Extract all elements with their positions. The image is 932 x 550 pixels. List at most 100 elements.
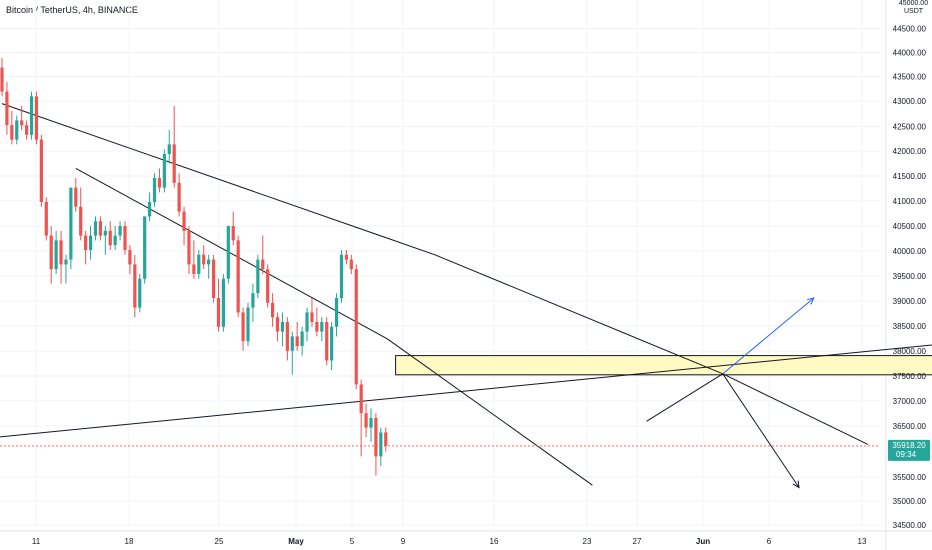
candle-body xyxy=(0,67,4,92)
lower-trend-line xyxy=(75,167,388,340)
candle-body xyxy=(349,259,353,270)
time-tick-label: May xyxy=(288,537,304,546)
candle-body xyxy=(20,120,24,126)
candle-body xyxy=(266,269,270,303)
trend-lines xyxy=(0,103,932,489)
time-tick-label: 18 xyxy=(125,537,134,546)
candle-body xyxy=(123,226,127,250)
price-tick-label: 37500.00 xyxy=(893,372,927,381)
candle-body xyxy=(320,322,324,332)
candle-body xyxy=(359,384,363,414)
candle-body xyxy=(128,250,132,265)
candle-body xyxy=(143,216,147,279)
candle-body xyxy=(157,178,162,188)
projection-ray-up xyxy=(722,297,815,375)
support-zone xyxy=(395,355,932,376)
time-tick-label: 16 xyxy=(490,537,499,546)
chart-title: Bitcoin / TetherUS, 4h, BINANCE xyxy=(6,5,138,15)
candle-body xyxy=(118,226,122,236)
candle-body xyxy=(5,91,9,126)
candle-body xyxy=(344,254,348,260)
candle-body xyxy=(384,432,388,446)
price-tick-label: 38500.00 xyxy=(893,322,927,331)
price-tick-label: 39500.00 xyxy=(893,272,927,281)
price-tick-label: 40500.00 xyxy=(893,222,927,231)
candle-body xyxy=(354,269,358,385)
candle-body xyxy=(93,221,98,236)
price-tick-label: 44000.00 xyxy=(893,49,927,58)
time-tick-label: Jun xyxy=(696,537,710,546)
candle-body xyxy=(162,154,166,188)
candle-body xyxy=(34,96,39,140)
candle-body xyxy=(138,278,142,308)
candle-body xyxy=(108,230,112,246)
candle-body xyxy=(275,317,280,332)
candle-body xyxy=(133,264,137,308)
candle-body xyxy=(295,336,299,346)
price-tick-label: 43500.00 xyxy=(893,73,927,82)
candle-body xyxy=(10,125,14,140)
candle-body xyxy=(315,322,319,332)
candle-body xyxy=(251,293,255,308)
candle-body xyxy=(148,202,152,217)
upper-trend-line xyxy=(1,103,436,256)
candle-body xyxy=(305,312,309,332)
candle-body xyxy=(79,206,83,236)
candle-body xyxy=(15,120,19,140)
candle-body xyxy=(192,264,196,274)
bar-countdown: 09:34 xyxy=(896,450,917,459)
upper-trend-line xyxy=(722,373,869,445)
price-tick-label: 42500.00 xyxy=(893,123,927,132)
upper-trend-line xyxy=(434,254,723,375)
candle-body xyxy=(246,307,250,342)
candle-body xyxy=(207,259,211,265)
candle-body xyxy=(49,235,53,270)
candle-body xyxy=(74,187,78,207)
candle-body xyxy=(177,182,181,212)
candle-body xyxy=(69,187,73,260)
candle-body xyxy=(271,302,275,318)
candle-body xyxy=(98,221,102,236)
time-axis[interactable]: 11 18 25 May 5 9 16 23 27 Jun 6 13 xyxy=(32,537,867,546)
candle-body xyxy=(374,418,378,457)
price-axis[interactable]: 44500.00 44000.00 43500.00 43000.00 42500.00… xyxy=(893,25,927,531)
candle-body xyxy=(113,235,117,246)
price-tick-label: 37000.00 xyxy=(893,397,927,406)
price-tick-label: 40000.00 xyxy=(893,247,927,256)
price-tick-label: 44500.00 xyxy=(893,25,927,34)
projection-ray-down xyxy=(722,373,800,488)
projection-arrowhead-up xyxy=(806,297,815,305)
price-tick-label: 35000.00 xyxy=(893,497,927,506)
candle-body xyxy=(216,298,221,327)
last-price-tag xyxy=(888,439,930,461)
projection-ray-left xyxy=(646,373,724,422)
candle-body xyxy=(280,322,285,332)
candle-body xyxy=(330,326,334,361)
unit-top-price: 45000.00 xyxy=(898,0,929,7)
candle-body xyxy=(39,139,43,202)
price-tick-label: 35500.00 xyxy=(893,473,927,482)
price-tick-label: 43000.00 xyxy=(893,97,927,106)
candle-body xyxy=(44,202,48,236)
last-price-value: 35918.20 xyxy=(892,441,926,450)
candle-body xyxy=(285,322,289,351)
candle-body xyxy=(88,235,93,250)
candle-body xyxy=(211,259,216,298)
time-tick-label: 5 xyxy=(350,537,355,546)
time-tick-label: 6 xyxy=(767,537,772,546)
candle-body xyxy=(310,312,314,322)
candle-body xyxy=(379,432,383,457)
candles xyxy=(0,58,388,476)
candle-body xyxy=(334,298,339,327)
candle-body xyxy=(261,259,265,270)
candle-body xyxy=(236,240,240,313)
time-tick-label: 25 xyxy=(215,537,224,546)
price-tick-label: 41500.00 xyxy=(893,172,927,181)
candle-body xyxy=(221,278,225,327)
unit-label: USDT xyxy=(903,8,924,15)
candle-body xyxy=(25,125,29,135)
price-tick-label: 36500.00 xyxy=(893,422,927,431)
